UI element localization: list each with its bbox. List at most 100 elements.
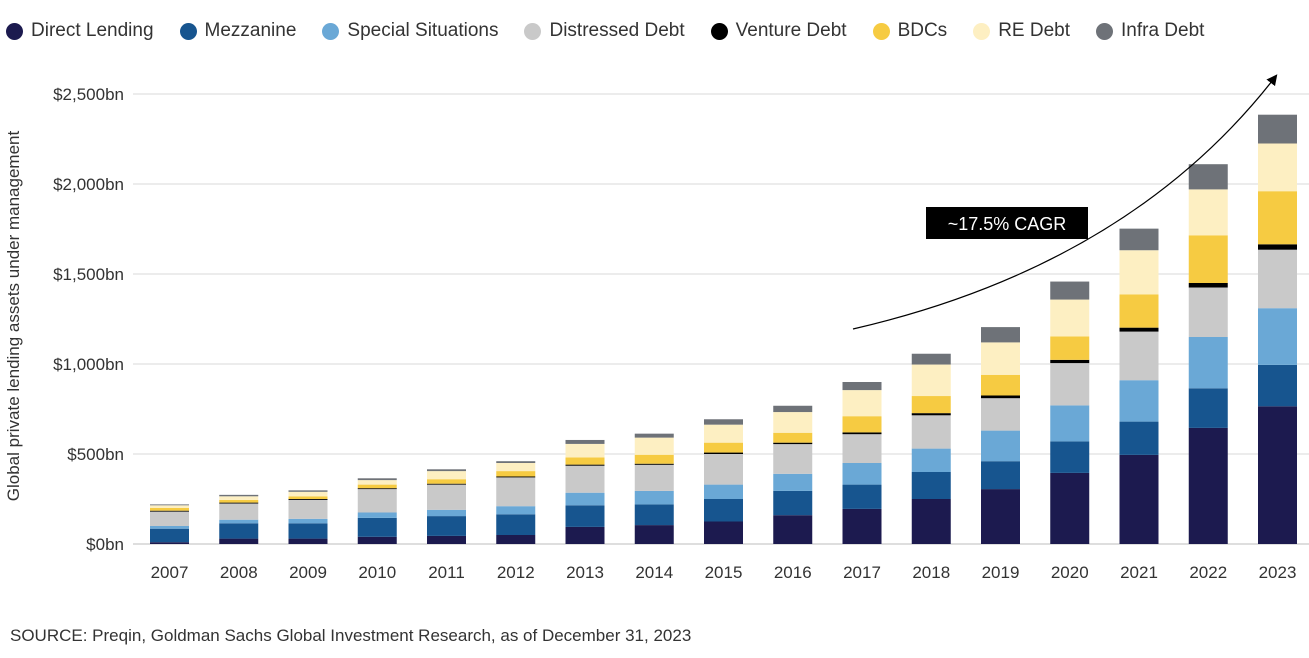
y-tick-label: $0bn — [86, 535, 124, 554]
bar-infra-debt-2023 — [1258, 114, 1297, 144]
bar-direct-lending-2012 — [496, 535, 536, 544]
bar-re-debt-2016 — [773, 412, 813, 433]
legend-item-re-debt: RE Debt — [973, 20, 1070, 42]
bar-distressed-debt-2023 — [1258, 249, 1297, 309]
bar-bdcs-2008 — [219, 499, 259, 503]
x-tick-label: 2008 — [220, 563, 258, 582]
bar-stack-2015 — [704, 419, 743, 544]
bar-direct-lending-2009 — [288, 538, 328, 544]
bar-re-debt-2007 — [150, 505, 189, 508]
bar-special-situations-2012 — [496, 506, 536, 515]
bar-special-situations-2023 — [1258, 308, 1297, 365]
bar-distressed-debt-2007 — [150, 511, 189, 526]
bar-re-debt-2021 — [1119, 250, 1159, 295]
bar-infra-debt-2017 — [842, 382, 882, 391]
bar-bdcs-2018 — [911, 396, 951, 414]
x-tick-label: 2014 — [635, 563, 673, 582]
bar-mezzanine-2019 — [981, 461, 1020, 490]
bar-mezzanine-2008 — [219, 523, 259, 539]
chart-legend: Direct Lending Mezzanine Special Situation… — [6, 17, 1204, 45]
bar-venture-debt-2008 — [219, 502, 259, 504]
stacked-bar-chart: $0bn $500bn $1,000bn $1,500bn $2,000bn $2,500… — [53, 74, 1309, 582]
bar-stack-2014 — [634, 433, 674, 544]
bar-infra-debt-2021 — [1119, 228, 1159, 251]
cagr-arrow — [852, 74, 1278, 330]
bar-special-situations-2022 — [1188, 337, 1228, 389]
legend-item-special-situations: Special Situations — [322, 20, 498, 42]
bar-stack-2017 — [842, 382, 882, 544]
x-tick-label: 2020 — [1051, 563, 1089, 582]
bar-stack-2023 — [1258, 114, 1297, 544]
bar-bdcs-2023 — [1258, 191, 1297, 245]
legend-swatch — [1096, 22, 1113, 40]
x-tick-label: 2023 — [1259, 563, 1297, 582]
x-tick-label: 2017 — [843, 563, 881, 582]
bar-stack-2020 — [1050, 281, 1090, 544]
bar-direct-lending-2016 — [773, 515, 813, 544]
bar-infra-debt-2013 — [565, 439, 605, 444]
legend-item-distressed-debt: Distressed Debt — [524, 20, 685, 42]
bar-venture-debt-2010 — [357, 488, 397, 490]
bar-direct-lending-2018 — [911, 499, 951, 544]
legend-swatch — [710, 22, 728, 40]
bar-stack-2019 — [981, 327, 1020, 544]
bar-direct-lending-2015 — [704, 521, 743, 544]
bar-direct-lending-2011 — [427, 535, 466, 544]
bar-venture-debt-2015 — [704, 452, 743, 454]
bar-stack-2018 — [911, 353, 951, 544]
bar-direct-lending-2013 — [565, 526, 605, 544]
bar-re-debt-2019 — [981, 342, 1020, 375]
bar-re-debt-2011 — [427, 471, 466, 480]
legend-swatch — [973, 22, 991, 40]
bars — [150, 114, 1297, 544]
bar-venture-debt-2017 — [842, 432, 882, 435]
bar-bdcs-2021 — [1119, 294, 1159, 328]
bar-bdcs-2014 — [634, 454, 674, 464]
bar-direct-lending-2020 — [1050, 472, 1090, 544]
legend-label: RE Debt — [998, 20, 1070, 41]
bar-distressed-debt-2021 — [1119, 331, 1159, 381]
bar-direct-lending-2010 — [357, 536, 397, 544]
bar-stack-2011 — [427, 469, 466, 544]
bar-infra-debt-2012 — [496, 461, 536, 463]
y-tick-label: $500bn — [67, 445, 124, 464]
x-tick-label: 2013 — [566, 563, 604, 582]
bar-stack-2007 — [150, 504, 189, 544]
bar-direct-lending-2023 — [1258, 406, 1297, 544]
bar-re-debt-2017 — [842, 390, 882, 417]
bar-re-debt-2022 — [1188, 189, 1228, 236]
bar-mezzanine-2007 — [150, 528, 189, 543]
bar-mezzanine-2017 — [842, 484, 882, 509]
bar-re-debt-2012 — [496, 463, 536, 472]
legend-swatch — [524, 22, 542, 40]
bar-mezzanine-2015 — [704, 499, 743, 522]
y-tick-label: $2,000bn — [53, 175, 124, 194]
bar-re-debt-2020 — [1050, 299, 1090, 337]
bar-direct-lending-2007 — [150, 542, 189, 544]
bar-direct-lending-2022 — [1188, 427, 1228, 544]
bar-stack-2013 — [565, 439, 605, 544]
cagr-label: ~17.5% CAGR — [948, 214, 1067, 234]
x-tick-label: 2011 — [428, 563, 465, 582]
bar-mezzanine-2011 — [427, 516, 466, 536]
bar-direct-lending-2014 — [634, 525, 674, 544]
bar-stack-2012 — [496, 461, 536, 544]
x-tick-label: 2021 — [1120, 563, 1158, 582]
bar-venture-debt-2019 — [981, 395, 1020, 399]
y-axis-ticks: $0bn $500bn $1,000bn $1,500bn $2,000bn $2,500… — [53, 85, 124, 554]
bar-special-situations-2017 — [842, 463, 882, 485]
bar-venture-debt-2022 — [1188, 283, 1228, 288]
bar-distressed-debt-2009 — [288, 499, 328, 519]
bar-distressed-debt-2013 — [565, 465, 605, 493]
legend-item-mezzanine: Mezzanine — [179, 20, 296, 42]
bar-distressed-debt-2018 — [911, 415, 951, 449]
y-tick-label: $1,500bn — [53, 265, 124, 284]
bar-special-situations-2020 — [1050, 405, 1090, 442]
bar-stack-2022 — [1188, 164, 1228, 544]
bar-venture-debt-2007 — [150, 510, 189, 512]
bar-special-situations-2008 — [219, 519, 259, 524]
bar-venture-debt-2023 — [1258, 244, 1297, 250]
bar-special-situations-2013 — [565, 492, 605, 506]
bar-direct-lending-2017 — [842, 508, 882, 544]
bar-special-situations-2016 — [773, 473, 813, 491]
